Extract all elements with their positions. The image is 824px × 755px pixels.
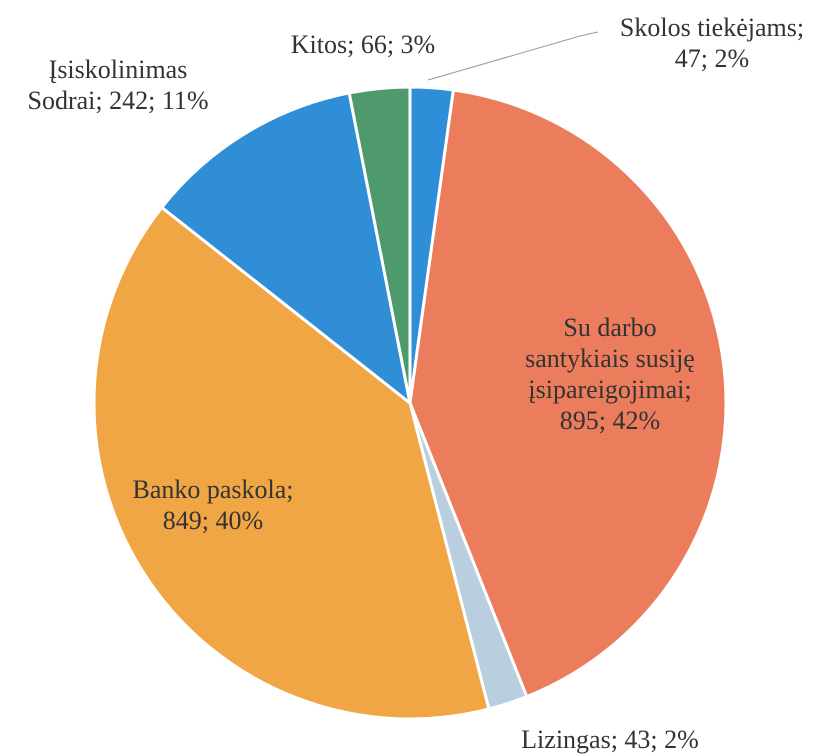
slice-label: 895; 42% xyxy=(560,406,660,435)
pie-slice xyxy=(92,205,491,721)
slice-label: 47; 2% xyxy=(675,44,749,73)
slice-label: Įsiskolinimas xyxy=(49,55,188,84)
pie-slice xyxy=(159,91,413,407)
pie-slice xyxy=(408,88,728,699)
slice-label: 849; 40% xyxy=(163,506,263,535)
slice-label: Su darbo xyxy=(563,313,656,342)
leader-line xyxy=(427,31,599,81)
slice-label: įsipareigojimai; xyxy=(528,375,691,404)
slice-label: Skolos tiekėjams; xyxy=(620,13,804,42)
slice-label: Sodrai; 242; 11% xyxy=(27,86,208,115)
pie-slice xyxy=(347,85,412,404)
slice-label: Lizingas; 43; 2% xyxy=(521,725,699,754)
slice-label: Banko paskola; xyxy=(132,475,293,504)
slice-label: Kitos; 66; 3% xyxy=(291,30,435,59)
slice-label: santykiais susiję xyxy=(525,344,695,373)
